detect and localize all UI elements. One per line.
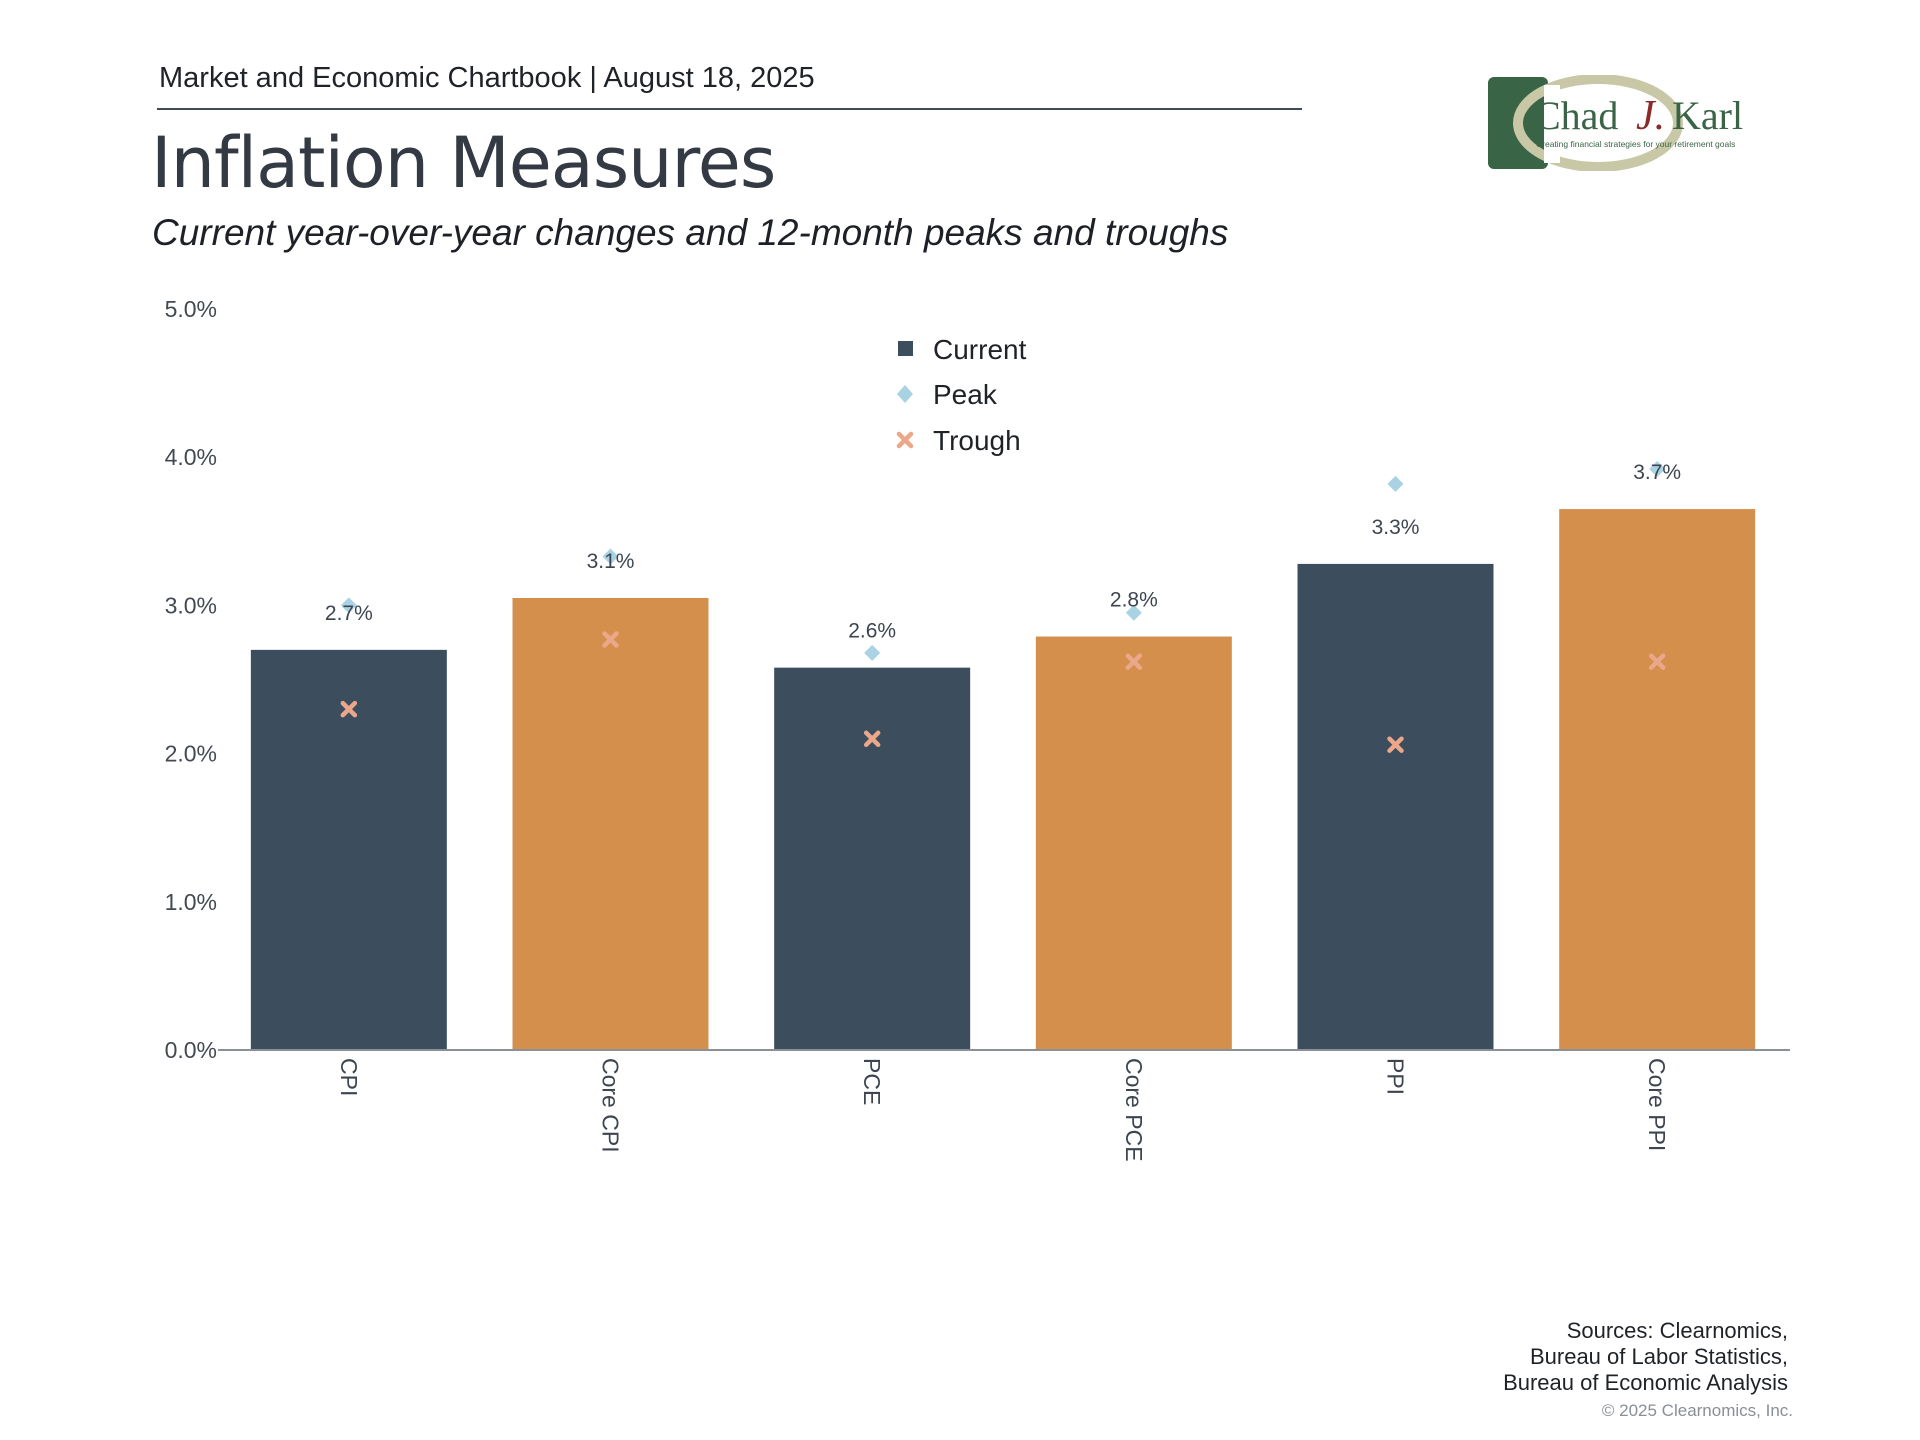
peak-marker — [1125, 604, 1142, 621]
sources-line: Bureau of Economic Analysis — [1503, 1370, 1788, 1395]
bar — [512, 597, 709, 1050]
x-tick-label: Core PPI — [1644, 1058, 1670, 1151]
logo-gap — [1544, 85, 1560, 163]
sources-note: Sources: Clearnomics, Bureau of Labor St… — [1503, 1318, 1788, 1396]
data-label: 3.3% — [1372, 516, 1420, 539]
legend-swatch-peak — [897, 385, 913, 403]
logo-swoosh — [1513, 75, 1683, 171]
legend-label: Trough — [933, 425, 1021, 456]
logo-tagline: Creating financial strategies for your r… — [1536, 139, 1735, 149]
trough-marker — [602, 631, 619, 648]
trough-marker — [1648, 653, 1666, 670]
data-label: 2.8% — [1110, 589, 1158, 612]
bar — [774, 667, 971, 1050]
data-label: 3.7% — [1633, 461, 1681, 484]
trough-marker — [1387, 736, 1404, 753]
peak-marker — [1649, 461, 1666, 478]
x-tick-label: PPI — [1383, 1058, 1409, 1095]
x-tick-label: CPI — [336, 1058, 362, 1096]
trough-marker — [1125, 653, 1143, 670]
header-divider — [157, 108, 1302, 110]
legend-swatch-current — [898, 341, 913, 356]
y-tick-label: 1.0% — [165, 889, 217, 915]
x-tick-label: Core CPI — [598, 1058, 624, 1153]
sources-line: Sources: Clearnomics, — [1566, 1318, 1788, 1343]
x-tick-label: Core PCE — [1121, 1058, 1147, 1162]
y-tick-label: 2.0% — [165, 741, 217, 767]
bar — [1035, 636, 1232, 1050]
y-tick-label: 5.0% — [165, 296, 217, 322]
company-logo: Chad J. Karl Creating financial strategi… — [1488, 75, 1743, 171]
legend-label: Peak — [933, 379, 998, 410]
chartbook-header: Market and Economic Chartbook | August 1… — [159, 62, 815, 94]
legend-swatch-trough — [896, 431, 914, 449]
trough-marker — [340, 700, 358, 718]
data-label: 2.6% — [848, 620, 896, 643]
x-tick-label: PCE — [859, 1058, 885, 1105]
data-label: 3.1% — [587, 550, 635, 573]
trough-marker — [863, 730, 881, 748]
peak-marker — [864, 644, 881, 661]
peak-marker — [1387, 475, 1404, 492]
bar — [1559, 509, 1756, 1050]
legend-label: Current — [933, 334, 1027, 365]
logo-karl: Karl — [1672, 93, 1743, 138]
bar — [250, 649, 447, 1050]
peak-marker — [340, 597, 357, 614]
logo-j: J. — [1636, 93, 1665, 139]
y-tick-label: 0.0% — [165, 1037, 217, 1063]
copyright-note: © 2025 Clearnomics, Inc. — [1601, 1401, 1793, 1420]
y-tick-label: 4.0% — [165, 444, 217, 470]
y-tick-label: 3.0% — [165, 592, 217, 618]
page-title: Inflation Measures — [151, 122, 776, 204]
bar — [1297, 563, 1494, 1050]
data-label: 2.7% — [325, 602, 373, 625]
logo-chad: Chad — [1534, 93, 1618, 138]
sources-line: Bureau of Labor Statistics, — [1529, 1344, 1788, 1369]
peak-marker — [602, 548, 619, 565]
page-subtitle: Current year-over-year changes and 12-mo… — [152, 212, 1229, 253]
